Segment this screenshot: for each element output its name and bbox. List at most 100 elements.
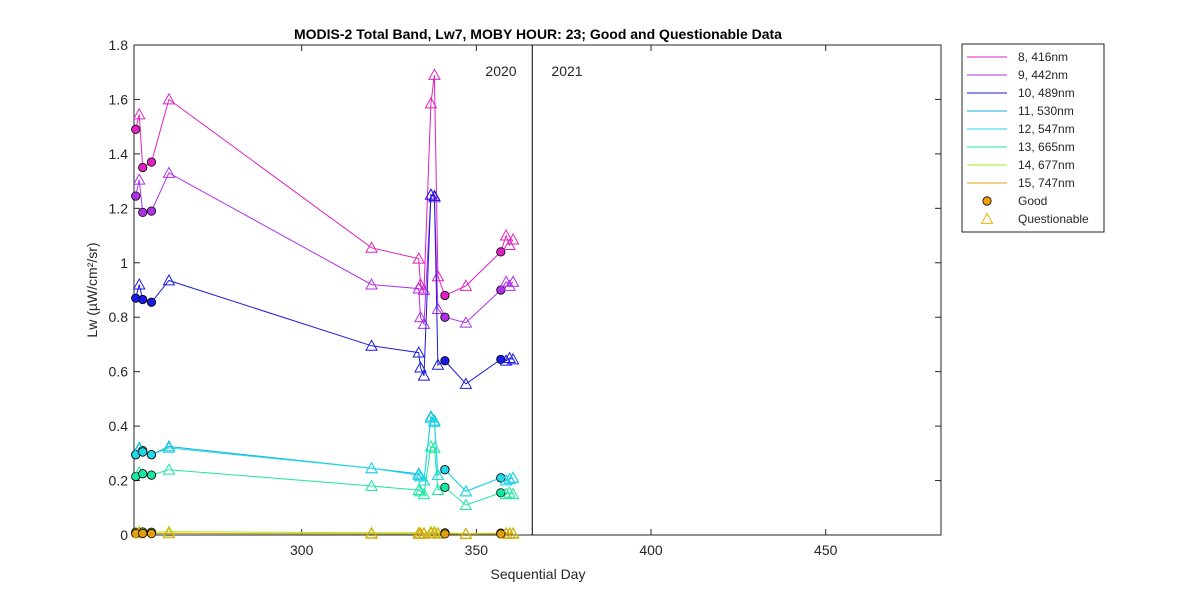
legend: 8, 416nm 9, 442nm 10, 489nm 11, 530nm 12, 54… bbox=[961, 43, 1105, 233]
questionable-point bbox=[428, 526, 441, 539]
legend-entry: Questionable bbox=[1018, 212, 1089, 226]
questionable-point bbox=[132, 278, 146, 290]
good-point bbox=[146, 450, 157, 460]
y-tick-label: 0.6 bbox=[109, 364, 129, 380]
questionable-point bbox=[162, 525, 176, 537]
questionable-point bbox=[431, 468, 445, 481]
questionable-point bbox=[412, 468, 426, 481]
good-point bbox=[138, 207, 148, 218]
questionable-point bbox=[428, 68, 441, 80]
questionable-point bbox=[424, 96, 438, 109]
questionable-point bbox=[417, 317, 431, 329]
legend-entry: 13, 665nm bbox=[1018, 140, 1075, 154]
questionable-point bbox=[431, 302, 445, 314]
good-point bbox=[146, 206, 157, 216]
y-tick-label: 0.8 bbox=[109, 309, 129, 325]
questionable-point bbox=[506, 471, 520, 483]
good-point bbox=[440, 312, 450, 322]
questionable-point bbox=[365, 527, 378, 539]
good-point bbox=[146, 470, 157, 480]
good-point bbox=[138, 447, 148, 457]
good-point bbox=[131, 124, 141, 134]
legend-entry: Good bbox=[1018, 194, 1047, 208]
legend-entry: 14, 677nm bbox=[1018, 158, 1075, 172]
y-tick-label: 0 bbox=[120, 527, 128, 543]
questionable-point bbox=[412, 483, 426, 495]
questionable-point bbox=[459, 316, 473, 328]
questionable-point bbox=[428, 189, 441, 201]
questionable-point bbox=[424, 188, 438, 200]
good-point bbox=[138, 294, 148, 305]
questionable-point bbox=[412, 346, 426, 358]
questionable-point bbox=[365, 479, 378, 491]
good-point bbox=[138, 162, 148, 173]
y-tick-label: 1.6 bbox=[109, 91, 129, 107]
questionable-point bbox=[162, 166, 176, 178]
x-tick-label: 350 bbox=[465, 542, 489, 558]
x-tick-label: 300 bbox=[290, 542, 314, 558]
questionable-point bbox=[459, 527, 473, 540]
series-group bbox=[131, 68, 520, 540]
questionable-point bbox=[506, 487, 520, 500]
questionable-point bbox=[365, 339, 378, 351]
legend-entry: 15, 747nm bbox=[1018, 176, 1075, 190]
y-tick-label: 1 bbox=[120, 255, 128, 271]
x-tick-label: 400 bbox=[639, 542, 663, 558]
questionable-point bbox=[499, 229, 513, 241]
questionable-point bbox=[431, 358, 445, 370]
questionable-point bbox=[412, 252, 426, 264]
y-tick-label: 1.4 bbox=[109, 146, 129, 162]
questionable-point bbox=[506, 275, 520, 287]
questionable-point bbox=[412, 282, 426, 294]
questionable-point bbox=[503, 486, 516, 498]
good-point bbox=[146, 529, 157, 539]
good-point bbox=[496, 247, 506, 257]
questionable-point bbox=[414, 310, 427, 323]
annotation-2021: 2021 bbox=[551, 63, 582, 79]
questionable-point bbox=[428, 415, 441, 427]
x-axis-label: Sequential Day bbox=[491, 566, 586, 582]
questionable-point bbox=[428, 441, 441, 453]
questionable-point bbox=[499, 354, 513, 366]
questionable-point bbox=[414, 361, 427, 373]
questionable-point bbox=[459, 279, 473, 291]
questionable-point bbox=[459, 377, 473, 389]
questionable-point bbox=[503, 472, 516, 485]
questionable-point bbox=[162, 526, 176, 539]
questionable-point bbox=[428, 525, 441, 537]
x-tick-label: 450 bbox=[814, 542, 838, 558]
questionable-point bbox=[162, 463, 176, 475]
y-tick-label: 0.2 bbox=[109, 473, 129, 489]
plot-area: 300 350 400 450 0 0.2 0.4 0.6 0.8 1 1.2 1.4 1.6 1.8 bbox=[109, 37, 942, 558]
good-point bbox=[146, 297, 157, 307]
questionable-point bbox=[162, 273, 176, 286]
questionable-point bbox=[506, 352, 520, 365]
questionable-point bbox=[417, 474, 431, 486]
questionable-point bbox=[503, 351, 516, 363]
questionable-point bbox=[506, 527, 520, 539]
questionable-point bbox=[424, 439, 438, 452]
questionable-point bbox=[365, 241, 378, 253]
legend-entry: 11, 530nm bbox=[1018, 104, 1074, 118]
questionable-point bbox=[459, 484, 473, 497]
good-point bbox=[138, 469, 148, 479]
y-tick-label: 0.4 bbox=[109, 418, 129, 434]
axes-box bbox=[133, 44, 942, 536]
questionable-point bbox=[431, 269, 445, 282]
questionable-point bbox=[417, 283, 431, 295]
questionable-point bbox=[417, 527, 431, 539]
questionable-point bbox=[499, 487, 513, 500]
questionable-point bbox=[459, 498, 473, 510]
questionable-point bbox=[417, 369, 431, 381]
questionable-point bbox=[506, 233, 520, 245]
y-axis-label: Lw (µW/cm²/sr) bbox=[84, 242, 100, 337]
legend-questionable-marker bbox=[980, 212, 994, 224]
y-tick-label: 1.8 bbox=[109, 37, 129, 53]
questionable-point bbox=[162, 439, 176, 452]
legend-entry: 9, 442nm bbox=[1018, 68, 1068, 82]
good-point bbox=[440, 529, 450, 539]
good-point bbox=[440, 356, 450, 366]
questionable-point bbox=[431, 483, 445, 495]
questionable-point bbox=[365, 278, 378, 290]
